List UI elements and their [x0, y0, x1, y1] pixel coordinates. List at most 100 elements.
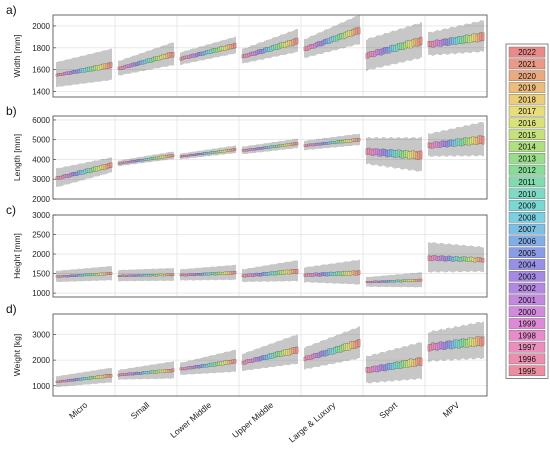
box [77, 69, 81, 74]
box [321, 350, 325, 357]
box [221, 272, 225, 275]
box [417, 278, 421, 282]
box [463, 137, 467, 145]
box [151, 57, 155, 62]
box [85, 168, 89, 173]
box [183, 367, 187, 371]
box [221, 361, 225, 366]
box [269, 46, 273, 52]
box [269, 271, 273, 276]
box [329, 141, 333, 144]
box [105, 163, 109, 170]
legend-entry: 2007 [518, 225, 536, 234]
box [327, 141, 331, 145]
category-label: Upper Middle [230, 400, 275, 440]
box [215, 362, 219, 366]
box [395, 44, 399, 52]
y-tick-label: 1600 [32, 66, 50, 75]
box [431, 142, 435, 149]
box [295, 269, 299, 274]
box [481, 258, 485, 263]
box [109, 374, 113, 378]
box [59, 380, 63, 383]
box [193, 53, 197, 58]
box-group [179, 145, 237, 160]
box [479, 135, 483, 144]
box [91, 376, 95, 379]
box [143, 158, 147, 161]
box [129, 160, 133, 163]
box [229, 360, 233, 365]
box [65, 379, 69, 383]
box [163, 369, 167, 373]
box [105, 374, 109, 378]
box [93, 376, 97, 380]
box [253, 273, 257, 277]
box [91, 66, 95, 72]
box [145, 274, 149, 277]
box [349, 341, 353, 350]
box [429, 143, 433, 149]
box [357, 339, 361, 347]
box [381, 48, 385, 55]
box [365, 281, 369, 283]
box [351, 341, 355, 349]
legend-swatch [508, 235, 546, 247]
box [141, 60, 145, 65]
box [263, 47, 267, 53]
box [445, 39, 449, 46]
box [245, 149, 249, 152]
legend-entry: 1997 [518, 343, 536, 352]
box [427, 255, 431, 261]
legend-entry: 2010 [518, 190, 536, 199]
box [215, 150, 219, 154]
box [227, 149, 231, 152]
box [473, 137, 477, 145]
y-tick-label: 1800 [32, 44, 50, 53]
box [201, 51, 205, 56]
box [413, 359, 417, 367]
box [123, 65, 127, 69]
box [375, 280, 379, 283]
box [55, 275, 59, 278]
box [183, 273, 187, 277]
box [419, 150, 423, 159]
box [117, 374, 121, 377]
box [379, 364, 383, 371]
box [375, 366, 379, 373]
box [249, 359, 253, 364]
box [153, 56, 157, 61]
box [57, 380, 61, 383]
box [323, 141, 327, 145]
box [345, 343, 349, 351]
box [339, 140, 343, 144]
box [319, 272, 323, 277]
box [73, 274, 77, 277]
box [67, 379, 71, 382]
box-group [303, 326, 361, 370]
box [63, 379, 67, 383]
legend-swatch [508, 365, 546, 377]
box [319, 351, 323, 357]
box [149, 58, 153, 63]
box [399, 361, 403, 369]
box [227, 360, 231, 365]
box [327, 38, 331, 44]
legend-swatch [508, 176, 546, 188]
box [447, 255, 451, 261]
box [203, 363, 207, 368]
box [157, 273, 161, 276]
box [367, 367, 371, 374]
y-axis-label: Height [mm] [12, 233, 22, 279]
box [469, 137, 473, 145]
box [275, 145, 279, 148]
legend-swatch [508, 82, 546, 93]
box [307, 45, 311, 50]
box [411, 279, 415, 282]
box-group [241, 260, 299, 283]
box [351, 29, 355, 36]
box [453, 139, 457, 147]
box [187, 55, 191, 59]
box [103, 164, 107, 170]
box [147, 157, 151, 161]
